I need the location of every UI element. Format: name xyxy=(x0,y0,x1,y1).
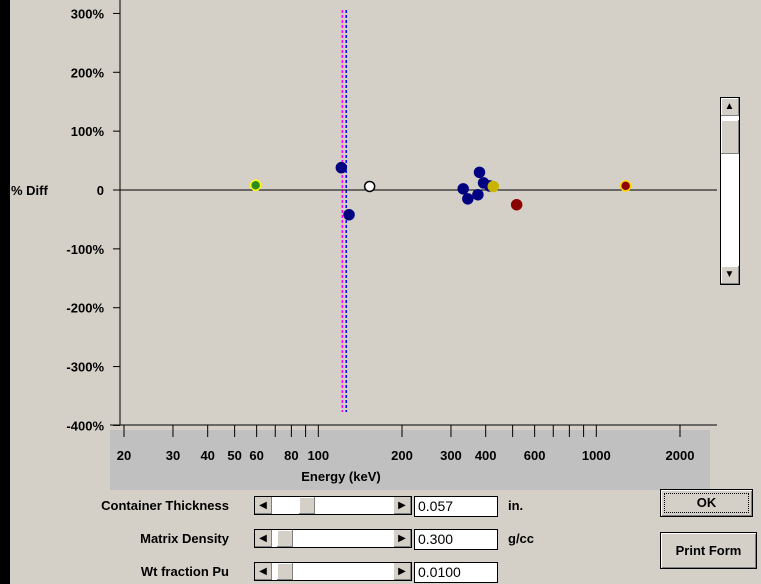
y-tick-label: 0 xyxy=(97,183,104,198)
container-thickness-slider[interactable]: ◀ ▶ xyxy=(254,496,412,515)
container-thickness-unit: in. xyxy=(508,498,524,513)
x-tick-label: 20 xyxy=(117,448,131,463)
slider-right-arrow-icon[interactable]: ▶ xyxy=(394,530,411,547)
matrix-density-slider[interactable]: ◀ ▶ xyxy=(254,529,412,548)
y-tick-label: -300% xyxy=(66,360,104,375)
plot-vertical-scrollbar[interactable]: ▲ ▼ xyxy=(720,97,740,285)
ok-button[interactable]: OK xyxy=(660,489,753,517)
x-tick-label: 30 xyxy=(166,448,180,463)
matrix-density-input[interactable]: 0.300 xyxy=(414,529,498,550)
data-point xyxy=(619,180,632,192)
x-axis-band xyxy=(110,430,710,490)
y-tick-label: 200% xyxy=(71,65,105,80)
x-tick-label: 400 xyxy=(475,448,497,463)
wt-fraction-pu-input[interactable]: 0.0100 xyxy=(414,562,498,583)
y-tick-label: 100% xyxy=(71,124,105,139)
data-point xyxy=(462,193,474,205)
print-form-button[interactable]: Print Form xyxy=(660,532,757,569)
data-point xyxy=(473,166,486,179)
container-thickness-input[interactable]: 0.057 xyxy=(414,496,498,517)
data-point xyxy=(457,183,469,195)
y-tick-label: -400% xyxy=(66,418,104,433)
x-axis-label: Energy (keV) xyxy=(301,469,380,484)
x-tick-label: 80 xyxy=(284,448,298,463)
scroll-up-arrow-icon[interactable]: ▲ xyxy=(721,98,739,116)
x-tick-label: 200 xyxy=(391,448,413,463)
data-point xyxy=(510,198,523,211)
x-tick-label: 40 xyxy=(200,448,214,463)
slider-thumb[interactable] xyxy=(277,530,294,547)
scroll-down-arrow-icon[interactable]: ▼ xyxy=(721,266,739,284)
y-tick-label: 300% xyxy=(71,6,105,21)
form-client-area: 300% 200% 100% 0 -100% -200% -300% -400% 20 30 40 5… xyxy=(10,0,761,584)
x-tick-label: 300 xyxy=(440,448,462,463)
slider-right-arrow-icon[interactable]: ▶ xyxy=(394,563,411,580)
y-tick-label: -200% xyxy=(66,301,104,316)
slider-thumb[interactable] xyxy=(277,563,294,580)
y-tick-label: -100% xyxy=(66,242,104,257)
wt-fraction-pu-slider[interactable]: ◀ ▶ xyxy=(254,562,412,581)
y-axis-label: % Diff xyxy=(11,183,49,198)
x-tick-label: 100 xyxy=(307,448,329,463)
data-point xyxy=(343,208,355,221)
matrix-density-label: Matrix Density xyxy=(140,531,229,546)
slider-right-arrow-icon[interactable]: ▶ xyxy=(394,497,411,514)
slider-left-arrow-icon[interactable]: ◀ xyxy=(255,530,272,547)
x-tick-label: 60 xyxy=(249,448,263,463)
slider-thumb[interactable] xyxy=(298,497,315,514)
container-thickness-label: Container Thickness xyxy=(101,498,229,513)
slider-left-arrow-icon[interactable]: ◀ xyxy=(255,497,272,514)
matrix-density-unit: g/cc xyxy=(508,531,535,546)
data-point xyxy=(363,180,376,193)
percent-diff-chart: 300% 200% 100% 0 -100% -200% -300% -400% 20 30 40 5… xyxy=(11,0,717,490)
wt-fraction-pu-label: Wt fraction Pu xyxy=(140,564,229,579)
x-tick-label: 50 xyxy=(227,448,241,463)
data-point xyxy=(335,161,348,174)
x-tick-label: 2000 xyxy=(666,448,695,463)
vertical-scroll-thumb[interactable] xyxy=(721,120,739,154)
data-point xyxy=(487,180,500,193)
x-tick-label: 600 xyxy=(524,448,546,463)
x-tick-label: 1000 xyxy=(582,448,611,463)
data-point xyxy=(249,179,262,192)
data-point xyxy=(472,188,484,201)
slider-left-arrow-icon[interactable]: ◀ xyxy=(255,563,272,580)
